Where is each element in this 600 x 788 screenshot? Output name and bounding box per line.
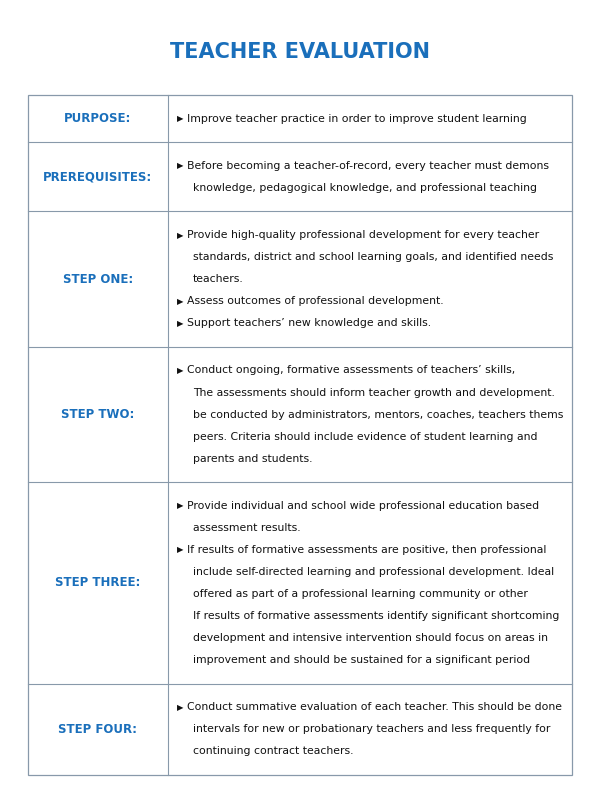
Text: The assessments should inform teacher growth and development.: The assessments should inform teacher gr… (193, 388, 555, 397)
Text: intervals for new or probationary teachers and less frequently for: intervals for new or probationary teache… (193, 724, 550, 734)
Text: STEP TWO:: STEP TWO: (61, 408, 134, 421)
Text: be conducted by administrators, mentors, coaches, teachers thems: be conducted by administrators, mentors,… (193, 410, 563, 419)
Text: STEP FOUR:: STEP FOUR: (59, 723, 137, 736)
Text: peers. Criteria should include evidence of student learning and: peers. Criteria should include evidence … (193, 432, 538, 441)
Text: Improve teacher practice in order to improve student learning: Improve teacher practice in order to imp… (187, 113, 527, 124)
Text: ▶: ▶ (177, 162, 184, 170)
Text: improvement and should be sustained for a significant period: improvement and should be sustained for … (193, 655, 530, 665)
Text: offered as part of a professional learning community or other: offered as part of a professional learni… (193, 589, 528, 599)
Text: ▶: ▶ (177, 231, 184, 240)
Text: ▶: ▶ (177, 297, 184, 306)
Text: standards, district and school learning goals, and identified needs: standards, district and school learning … (193, 252, 553, 262)
Text: Conduct ongoing, formative assessments of teachers’ skills,: Conduct ongoing, formative assessments o… (187, 366, 515, 375)
Text: ▶: ▶ (177, 366, 184, 375)
Text: PURPOSE:: PURPOSE: (64, 112, 131, 125)
Text: parents and students.: parents and students. (193, 454, 313, 463)
Text: Conduct summative evaluation of each teacher. This should be done: Conduct summative evaluation of each tea… (187, 702, 562, 712)
Text: STEP ONE:: STEP ONE: (63, 273, 133, 286)
Text: ▶: ▶ (177, 318, 184, 328)
Text: ▶: ▶ (177, 545, 184, 555)
Text: ▶: ▶ (177, 114, 184, 123)
Text: PREREQUISITES:: PREREQUISITES: (43, 170, 152, 184)
Bar (28, 95, 572, 775)
Text: Assess outcomes of professional development.: Assess outcomes of professional developm… (187, 296, 443, 307)
Text: ▶: ▶ (177, 703, 184, 712)
Text: knowledge, pedagogical knowledge, and professional teaching: knowledge, pedagogical knowledge, and pr… (193, 183, 537, 193)
Text: TEACHER EVALUATION: TEACHER EVALUATION (170, 42, 430, 62)
Text: continuing contract teachers.: continuing contract teachers. (193, 746, 353, 756)
Text: teachers.: teachers. (193, 274, 244, 284)
Text: STEP THREE:: STEP THREE: (55, 577, 140, 589)
Text: assessment results.: assessment results. (193, 523, 301, 533)
Text: ▶: ▶ (177, 501, 184, 511)
Text: Support teachers’ new knowledge and skills.: Support teachers’ new knowledge and skil… (187, 318, 431, 329)
Text: Provide individual and school wide professional education based: Provide individual and school wide profe… (187, 501, 539, 511)
Text: Before becoming a teacher-of-record, every teacher must demons: Before becoming a teacher-of-record, eve… (187, 161, 549, 171)
Text: Provide high-quality professional development for every teacher: Provide high-quality professional develo… (187, 230, 539, 240)
Text: If results of formative assessments identify significant shortcoming: If results of formative assessments iden… (193, 611, 559, 621)
Text: development and intensive intervention should focus on areas in: development and intensive intervention s… (193, 633, 548, 643)
Text: If results of formative assessments are positive, then professional: If results of formative assessments are … (187, 545, 547, 555)
Text: include self-directed learning and professional development. Ideal: include self-directed learning and profe… (193, 567, 554, 577)
